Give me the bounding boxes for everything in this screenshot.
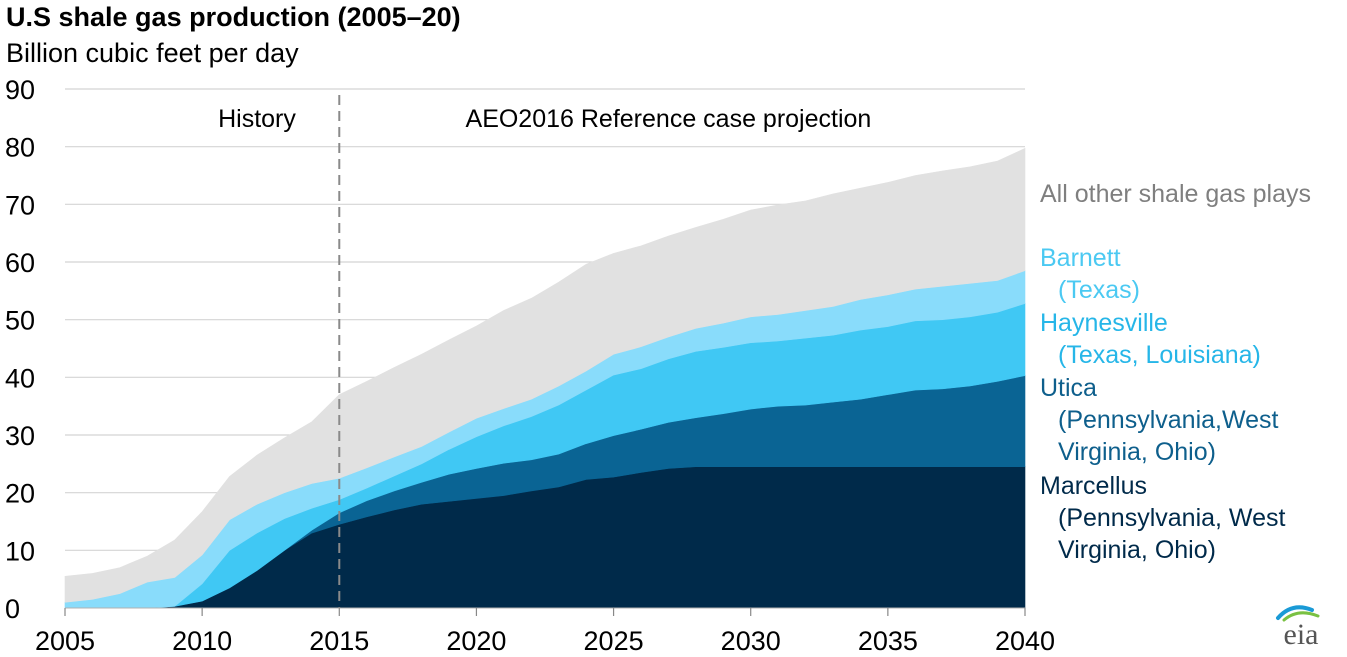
y-tick-label: 70 bbox=[5, 190, 35, 220]
x-tick-label: 2025 bbox=[584, 626, 644, 656]
area-series bbox=[64, 147, 1026, 609]
legend-label: All other shale gas plays bbox=[1040, 180, 1311, 208]
legend-sublabel: Virginia, Ohio) bbox=[1058, 536, 1216, 564]
legend-sublabel: (Texas) bbox=[1058, 276, 1140, 304]
y-tick-label: 0 bbox=[5, 594, 20, 624]
chart-subtitle: Billion cubic feet per day bbox=[6, 38, 299, 68]
phase-label: History bbox=[218, 105, 296, 133]
legend-sublabel: (Pennsylvania,West bbox=[1058, 406, 1279, 434]
legend-item-utica: Utica (Pennsylvania,West Virginia, Ohio) bbox=[1040, 372, 1278, 468]
y-tick-label: 30 bbox=[5, 421, 35, 451]
legend-sublabel: (Texas, Louisiana) bbox=[1058, 341, 1261, 369]
phase-labels: History AEO2016 Reference case projection bbox=[218, 105, 871, 133]
y-tick-label: 40 bbox=[5, 363, 35, 393]
phase-label: AEO2016 Reference case projection bbox=[466, 105, 872, 133]
x-tick-label: 2010 bbox=[172, 626, 232, 656]
legend-item-barnett: Barnett (Texas) bbox=[1040, 242, 1140, 306]
x-tick-label: 2005 bbox=[35, 626, 95, 656]
eia-logo: eia bbox=[1276, 605, 1320, 650]
x-tick-label: 2030 bbox=[721, 626, 781, 656]
y-tick-label: 80 bbox=[5, 133, 35, 163]
legend-label: Haynesville bbox=[1040, 309, 1168, 337]
x-tick-label: 2040 bbox=[995, 626, 1055, 656]
eia-logo-text: eia bbox=[1284, 618, 1319, 650]
y-tick-label: 20 bbox=[5, 479, 35, 509]
x-axis-ticks: 2005 2010 2015 2020 2025 2030 2035 2040 bbox=[35, 608, 1055, 656]
chart-title: U.S shale gas production (2005–20) bbox=[6, 2, 461, 32]
legend-sublabel: Virginia, Ohio) bbox=[1058, 438, 1216, 466]
x-tick-label: 2035 bbox=[858, 626, 918, 656]
legend-label: Barnett bbox=[1040, 244, 1121, 272]
y-axis-ticks: 0 10 20 30 40 50 60 70 80 90 bbox=[5, 75, 35, 624]
legend-sublabel: (Pennsylvania, West bbox=[1058, 504, 1286, 532]
legend-item-haynesville: Haynesville (Texas, Louisiana) bbox=[1040, 307, 1261, 371]
area-all-other-shale-gas-plays bbox=[64, 147, 1026, 603]
legend-label: Utica bbox=[1040, 374, 1097, 402]
legend-item-other: All other shale gas plays bbox=[1040, 178, 1311, 210]
x-tick-label: 2020 bbox=[446, 626, 506, 656]
legend-item-marcellus: Marcellus (Pennsylvania, West Virginia, … bbox=[1040, 470, 1285, 566]
y-tick-label: 10 bbox=[5, 536, 35, 566]
legend-label: Marcellus bbox=[1040, 472, 1147, 500]
x-tick-label: 2015 bbox=[309, 626, 369, 656]
y-tick-label: 60 bbox=[5, 248, 35, 278]
y-tick-label: 50 bbox=[5, 306, 35, 336]
y-tick-label: 90 bbox=[5, 75, 35, 105]
